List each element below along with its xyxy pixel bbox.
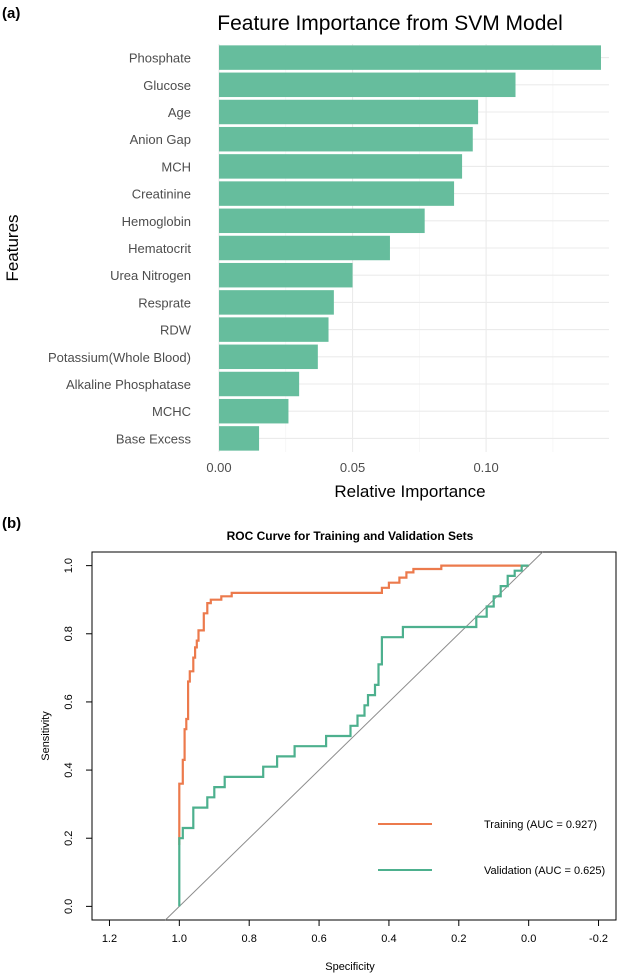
chart1-bars: [219, 45, 601, 451]
feature-importance-chart: Feature Importance from SVM Model Phosph…: [3, 12, 609, 501]
bar-glucose: [219, 72, 516, 98]
category-label: MCHC: [152, 404, 191, 419]
chart2-x-tick-label: 0.4: [381, 933, 396, 945]
chart2-x-tick-label: 0.8: [242, 933, 257, 945]
chart2-y-tick-label: 0.4: [63, 762, 75, 777]
category-label: Resprate: [138, 295, 191, 310]
chart1-x-tick-label: 0.05: [340, 460, 365, 475]
chart2-y-ticks: 0.0 0.2 0.4 0.6 0.8 1.0: [63, 558, 92, 914]
bar-base-excess: [219, 426, 260, 451]
chart2-y-tick-label: 0.6: [63, 694, 75, 709]
category-label: Phosphate: [129, 51, 191, 66]
chart1-title: Feature Importance from SVM Model: [217, 12, 562, 35]
category-label: Alkaline Phosphatase: [66, 377, 191, 392]
bar-resprate: [219, 290, 334, 315]
bar-urea-nitrogen: [219, 262, 353, 288]
category-label: Urea Nitrogen: [110, 268, 191, 283]
category-label: Creatinine: [132, 187, 191, 202]
chart2-x-tick-label: 1.2: [102, 933, 117, 945]
chart2-x-tick-label: -0.2: [589, 933, 608, 945]
chart1-category-labels: Phosphate Glucose Age Anion Gap MCH Creatinin…: [48, 51, 192, 447]
bar-mchc: [219, 398, 289, 424]
chart2-reference-diagonal: [165, 551, 543, 921]
chart2-x-tick-label: 0.6: [311, 933, 326, 945]
category-label: MCH: [161, 159, 191, 174]
chart2-x-tick-label: 1.0: [172, 933, 187, 945]
bar-mch: [219, 154, 463, 179]
bar-anion-gap: [219, 126, 473, 152]
bar-age: [219, 99, 479, 125]
chart1-x-tick-label: 0.00: [206, 460, 231, 475]
bar-hemoglobin: [219, 208, 425, 234]
bar-phosphate: [219, 45, 601, 70]
bar-rdw: [219, 317, 329, 342]
bar-hematocrit: [219, 235, 390, 261]
chart2-y-tick-label: 0.2: [63, 831, 75, 846]
category-label: Base Excess: [116, 431, 192, 446]
category-label: Glucose: [143, 78, 191, 93]
chart2-x-tick-label: 0.0: [521, 933, 536, 945]
category-label: Hemoglobin: [122, 214, 191, 229]
category-label: RDW: [160, 323, 192, 338]
chart2-y-tick-label: 0.0: [63, 899, 75, 914]
chart2-plot-frame: [91, 551, 617, 921]
legend-validation-label: Validation (AUC = 0.625): [484, 865, 605, 877]
panel-label-a: (a): [2, 5, 20, 22]
chart2-series: [178, 564, 529, 907]
chart1-x-tick-label: 0.10: [473, 460, 498, 475]
chart2-x-ticks: 1.2 1.0 0.8 0.6 0.4 0.2 0.0 -0.2: [102, 920, 608, 945]
category-label: Potassium(Whole Blood): [48, 350, 191, 365]
chart2-x-tick-label: 0.2: [451, 933, 466, 945]
chart2-y-tick-label: 0.8: [63, 626, 75, 641]
panel-label-b: (b): [2, 515, 21, 532]
chart1-y-axis-title: Features: [3, 214, 22, 281]
category-label: Anion Gap: [130, 132, 191, 147]
legend-training-label: Training (AUC = 0.927): [484, 819, 597, 831]
validation-roc-line: [178, 564, 529, 907]
training-roc-line: [178, 564, 529, 845]
chart2-legend: Training (AUC = 0.927) Validation (AUC =…: [378, 819, 605, 877]
chart2-y-axis-title: Sensitivity: [40, 711, 52, 761]
bar-alkaline-phosphatase: [219, 371, 300, 397]
roc-curve-chart: ROC Curve for Training and Validation Se…: [40, 529, 617, 973]
chart2-y-tick-label: 1.0: [63, 558, 75, 573]
chart1-x-axis-title: Relative Importance: [334, 482, 485, 501]
chart2-title: ROC Curve for Training and Validation Se…: [227, 529, 474, 543]
category-label: Age: [168, 105, 191, 120]
category-label: Hematocrit: [128, 241, 191, 256]
chart1-x-tick-labels: 0.00 0.05 0.10: [206, 460, 498, 475]
bar-potassium-whole-blood: [219, 344, 318, 370]
bar-creatinine: [219, 181, 455, 206]
chart2-x-axis-title: Specificity: [325, 961, 375, 973]
